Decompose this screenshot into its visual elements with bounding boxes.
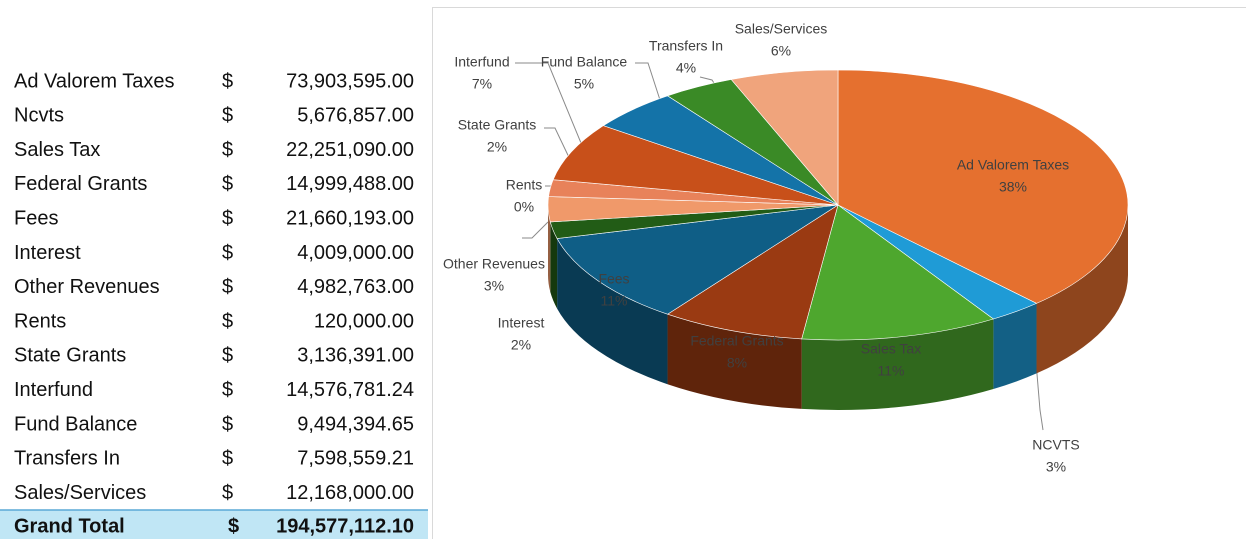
row-amount: 14,999,488.00 xyxy=(286,173,414,195)
row-label: State Grants xyxy=(14,345,126,367)
row-currency: $ xyxy=(222,310,233,332)
row-amount: 12,168,000.00 xyxy=(286,482,414,504)
slice-value-label: 3% xyxy=(1046,459,1066,475)
row-label: Interfund xyxy=(14,379,93,401)
row-amount: 73,903,595.00 xyxy=(286,70,414,92)
slice-label: Other Revenues xyxy=(443,256,545,272)
row-amount: 4,009,000.00 xyxy=(297,242,414,264)
slice-label: Interfund xyxy=(454,54,509,70)
row-currency: $ xyxy=(222,276,233,298)
slice-label: NCVTS xyxy=(1032,437,1079,453)
slice-label: Ad Valorem Taxes xyxy=(957,157,1069,173)
row-label: Fees xyxy=(14,207,58,229)
slice-label: Rents xyxy=(506,177,543,193)
slice-value-label: 2% xyxy=(487,139,507,155)
row-label: Fund Balance xyxy=(14,413,137,435)
row-currency: $ xyxy=(222,379,233,401)
row-currency: $ xyxy=(222,139,233,161)
row-amount: 3,136,391.00 xyxy=(297,345,414,367)
row-label: Sales/Services xyxy=(14,482,146,504)
row-label: Transfers In xyxy=(14,448,120,470)
row-amount: 7,598,559.21 xyxy=(297,448,414,470)
row-amount: 120,000.00 xyxy=(314,310,414,332)
row-currency: $ xyxy=(222,448,233,470)
slice-label: Interest xyxy=(498,315,545,331)
slice-value-label: 0% xyxy=(514,199,534,215)
row-currency: $ xyxy=(222,482,233,504)
slice-label: State Grants xyxy=(458,117,537,133)
row-currency: $ xyxy=(222,105,233,127)
total-label: Grand Total xyxy=(14,515,125,537)
slice-label: Federal Grants xyxy=(690,333,783,349)
row-amount: 5,676,857.00 xyxy=(297,105,414,127)
row-currency: $ xyxy=(222,413,233,435)
slice-value-label: 5% xyxy=(574,76,594,92)
row-amount: 21,660,193.00 xyxy=(286,207,414,229)
slice-value-label: 11% xyxy=(601,293,628,309)
slice-value-label: 11% xyxy=(878,363,905,379)
row-currency: $ xyxy=(222,345,233,367)
row-label: Interest xyxy=(14,242,81,264)
slice-value-label: 7% xyxy=(472,76,492,92)
row-currency: $ xyxy=(222,207,233,229)
row-label: Rents xyxy=(14,310,66,332)
row-amount: 9,494,394.65 xyxy=(297,413,414,435)
total-currency: $ xyxy=(228,515,239,537)
row-currency: $ xyxy=(222,173,233,195)
row-amount: 22,251,090.00 xyxy=(286,139,414,161)
row-currency: $ xyxy=(222,242,233,264)
row-label: Federal Grants xyxy=(14,173,147,195)
row-label: Ncvts xyxy=(14,105,64,127)
row-amount: 4,982,763.00 xyxy=(297,276,414,298)
slice-value-label: 8% xyxy=(727,355,747,371)
row-label: Sales Tax xyxy=(14,139,100,161)
total-amount: 194,577,112.10 xyxy=(276,515,414,537)
row-currency: $ xyxy=(222,70,233,92)
slice-label: Sales/Services xyxy=(735,21,828,37)
pie-top xyxy=(548,70,1128,340)
slice-value-label: 6% xyxy=(771,43,791,59)
slice-value-label: 4% xyxy=(676,60,696,76)
row-label: Other Revenues xyxy=(14,276,160,298)
slice-value-label: 2% xyxy=(511,337,531,353)
slice-label: Sales Tax xyxy=(861,341,921,357)
slice-label: Fees xyxy=(598,271,629,287)
row-amount: 14,576,781.24 xyxy=(286,379,414,401)
slice-label: Fund Balance xyxy=(541,54,628,70)
slice-value-label: 3% xyxy=(484,278,504,294)
slice-value-label: 38% xyxy=(999,179,1027,195)
slice-label: Transfers In xyxy=(649,38,723,54)
row-label: Ad Valorem Taxes xyxy=(14,70,174,92)
